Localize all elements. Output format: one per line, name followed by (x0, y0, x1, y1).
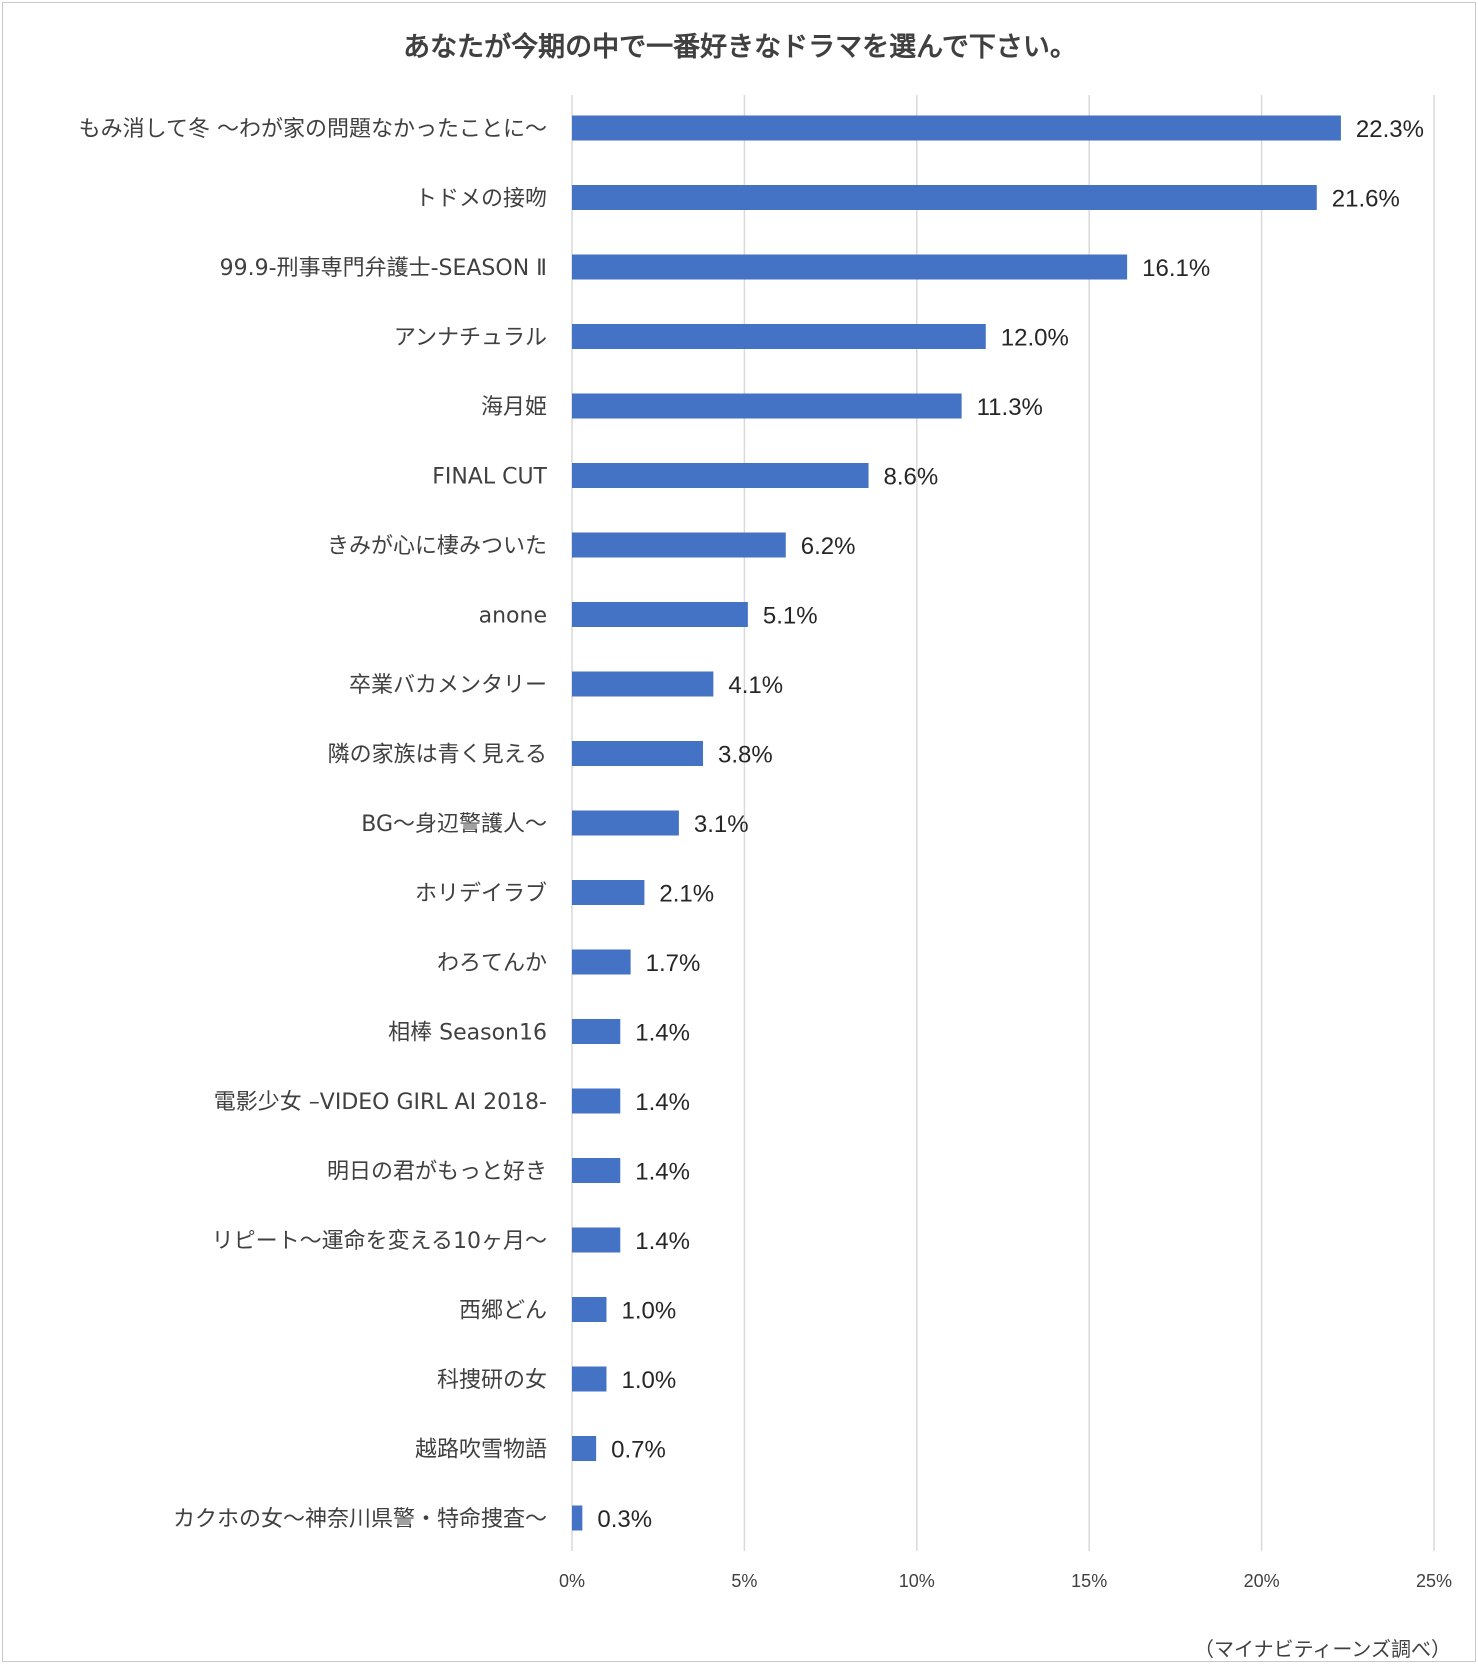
category-label: anone (479, 604, 547, 629)
bar (572, 1366, 607, 1392)
bar (572, 1436, 597, 1461)
bar-chart-plot: 0% 5% 10% 15% 20% 25% もみ消して冬 〜わが家の問題なかったことに〜 22… (79, 95, 1452, 1591)
category-label: 明日の君がもっと好き (327, 1160, 547, 1185)
bar (572, 1088, 621, 1114)
bar (572, 532, 786, 558)
data-label: 1.7% (646, 950, 701, 977)
data-label: 1.4% (635, 1020, 690, 1047)
bar (572, 1505, 583, 1531)
data-label: 5.1% (763, 603, 818, 630)
category-label: 越路吹雪物語 (415, 1438, 547, 1463)
category-label: リピート〜運命を変える10ヶ月〜 (212, 1229, 547, 1254)
category-label: きみが心に棲みついた (327, 534, 547, 559)
category-label: ホリデイラブ (415, 882, 547, 907)
x-tick-label: 20% (1244, 1571, 1280, 1591)
category-label: カクホの女〜神奈川県警・特命捜査〜 (173, 1507, 547, 1532)
category-label: 電影少女 –VIDEO GIRL AI 2018- (214, 1090, 547, 1115)
bar (572, 671, 714, 697)
data-label: 0.3% (597, 1506, 652, 1533)
data-label: 4.1% (728, 672, 783, 699)
bar (572, 115, 1341, 141)
x-tick-label: 5% (731, 1571, 757, 1591)
category-label: 99.9-刑事専門弁護士-SEASON Ⅱ (220, 256, 547, 281)
bar (572, 741, 704, 766)
data-label: 1.4% (635, 1159, 690, 1186)
chart-title: あなたが今期の中で一番好きなドラマを選んで下さい。 (403, 32, 1077, 63)
bar (572, 602, 748, 627)
bar (572, 324, 986, 349)
data-label: 0.7% (611, 1437, 666, 1464)
bar (572, 1227, 621, 1253)
data-label: 3.8% (718, 742, 773, 769)
x-tick-label: 0% (559, 1571, 585, 1591)
bar (572, 1019, 621, 1044)
bar (572, 880, 645, 905)
bar (572, 185, 1317, 210)
data-label: 2.1% (659, 881, 714, 908)
data-label: 1.0% (621, 1298, 676, 1325)
category-label: もみ消して冬 〜わが家の問題なかったことに〜 (79, 117, 547, 142)
x-tick-label: 10% (899, 1571, 935, 1591)
bar (572, 393, 962, 419)
data-label: 22.3% (1356, 116, 1424, 143)
data-label: 12.0% (1001, 325, 1069, 352)
source-note: （マイナビティーンズ調べ） (1194, 1637, 1451, 1661)
bar (572, 1158, 621, 1183)
data-label: 1.4% (635, 1089, 690, 1116)
category-label: 隣の家族は青く見える (328, 743, 547, 768)
bar (572, 463, 869, 488)
data-label: 11.3% (977, 394, 1043, 421)
category-label: BG〜身辺警護人〜 (361, 812, 547, 837)
x-tick-label: 15% (1071, 1571, 1107, 1591)
bar (572, 1297, 607, 1322)
data-label: 1.4% (635, 1228, 690, 1255)
data-label: 21.6% (1332, 186, 1400, 213)
bar (572, 254, 1128, 280)
bar (572, 810, 679, 836)
data-label: 1.0% (621, 1367, 676, 1394)
category-label: アンナチュラル (394, 326, 547, 351)
data-label: 6.2% (801, 533, 856, 560)
bar (572, 949, 631, 975)
category-label: 相棒 Season16 (388, 1021, 547, 1046)
category-label: わろてんか (437, 951, 547, 976)
category-label: 海月姫 (481, 395, 547, 420)
data-label: 3.1% (694, 811, 749, 838)
category-label: FINAL CUT (432, 465, 547, 490)
category-label: 卒業バカメンタリー (349, 673, 547, 698)
category-label: 科捜研の女 (437, 1368, 547, 1393)
x-tick-label: 25% (1416, 1571, 1452, 1591)
category-label: トドメの接吻 (415, 187, 547, 212)
data-label: 8.6% (884, 464, 939, 491)
data-label: 16.1% (1142, 255, 1210, 282)
category-label: 西郷どん (459, 1299, 547, 1324)
